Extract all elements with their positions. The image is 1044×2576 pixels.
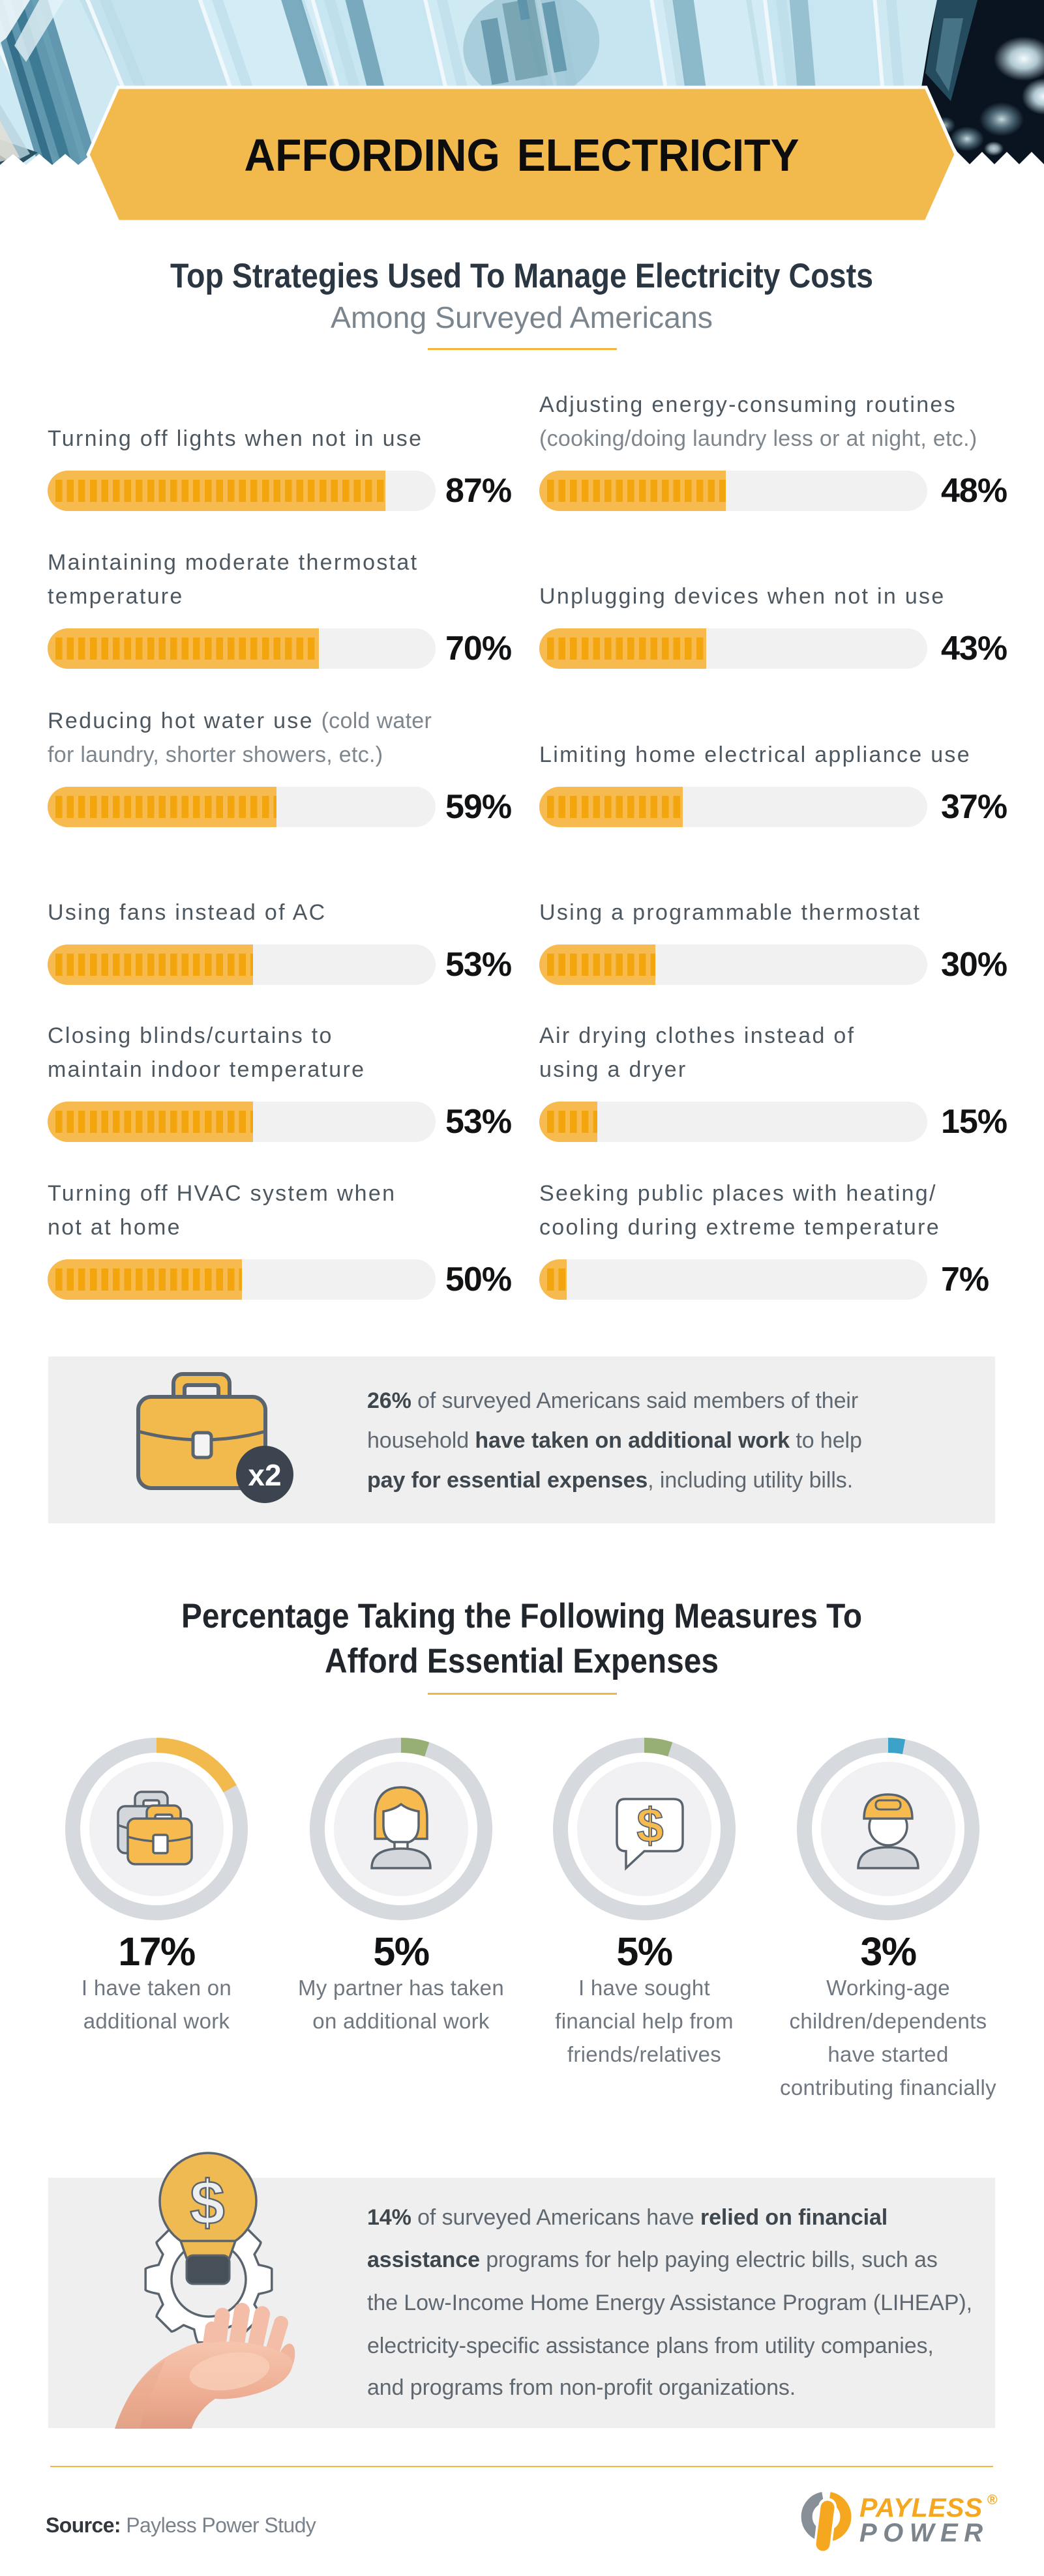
svg-text:AFFORDING ELECTRICITY: AFFORDING ELECTRICITY xyxy=(245,130,799,181)
svg-text:POWER: POWER xyxy=(859,2519,989,2547)
svg-text:$: $ xyxy=(190,2168,224,2238)
svg-text:Afford Essential Expenses: Afford Essential Expenses xyxy=(325,1642,719,1680)
svg-text:Percentage Taking the Followin: Percentage Taking the Following Measures… xyxy=(181,1597,862,1635)
svg-text:x2: x2 xyxy=(248,1458,281,1492)
svg-text:PAYLESS: PAYLESS xyxy=(859,2493,983,2523)
svg-text:$: $ xyxy=(636,1798,663,1852)
svg-text:Among Surveyed Americans: Among Surveyed Americans xyxy=(331,300,713,334)
svg-text:Top Strategies Used To Manage: Top Strategies Used To Manage Electricit… xyxy=(170,257,873,295)
svg-text:®: ® xyxy=(987,2493,998,2508)
